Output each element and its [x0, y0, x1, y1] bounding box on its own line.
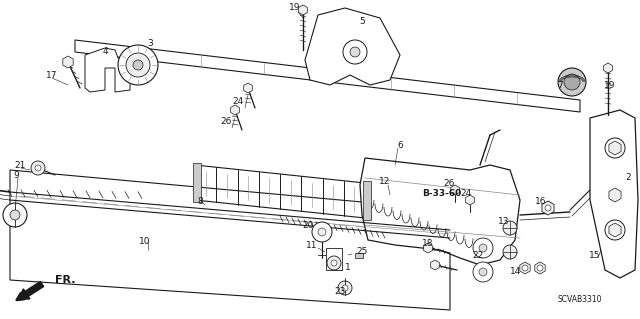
Text: 4: 4 [102, 48, 108, 56]
Circle shape [327, 256, 341, 270]
Circle shape [558, 68, 586, 96]
Circle shape [338, 281, 352, 295]
Circle shape [611, 144, 619, 152]
Text: 21: 21 [14, 160, 26, 169]
Text: B-33-60: B-33-60 [422, 189, 461, 197]
Polygon shape [305, 8, 400, 85]
Polygon shape [520, 262, 530, 274]
Polygon shape [360, 158, 520, 265]
Circle shape [479, 244, 487, 252]
Circle shape [342, 285, 348, 291]
Text: 14: 14 [510, 268, 522, 277]
Text: 26: 26 [444, 180, 454, 189]
Polygon shape [542, 201, 554, 215]
Circle shape [10, 210, 20, 220]
Text: FR.: FR. [55, 275, 76, 285]
Text: 23: 23 [334, 287, 346, 296]
Polygon shape [466, 195, 474, 205]
Text: 24: 24 [232, 98, 244, 107]
Circle shape [350, 47, 360, 57]
Bar [355, 253, 363, 258]
Polygon shape [85, 48, 130, 92]
Circle shape [545, 205, 551, 211]
Text: 1: 1 [345, 263, 351, 272]
Text: 13: 13 [499, 218, 509, 226]
Circle shape [35, 165, 41, 171]
Text: 11: 11 [307, 241, 317, 249]
Polygon shape [609, 223, 621, 237]
Polygon shape [535, 262, 545, 274]
Circle shape [118, 45, 158, 85]
Text: 17: 17 [46, 70, 58, 79]
Text: 15: 15 [589, 250, 601, 259]
Circle shape [537, 265, 543, 271]
Text: 25: 25 [356, 248, 368, 256]
Polygon shape [230, 105, 239, 115]
Text: 19: 19 [604, 80, 616, 90]
Circle shape [611, 226, 619, 234]
Circle shape [31, 161, 45, 175]
Circle shape [503, 221, 517, 235]
Text: 3: 3 [147, 40, 153, 48]
Text: 16: 16 [535, 197, 547, 206]
Text: 6: 6 [397, 140, 403, 150]
Bar [363, 181, 371, 220]
Circle shape [133, 60, 143, 70]
Polygon shape [609, 141, 621, 155]
Circle shape [605, 138, 625, 158]
Text: 10: 10 [140, 238, 151, 247]
Polygon shape [609, 188, 621, 202]
Circle shape [479, 268, 487, 276]
Text: 12: 12 [380, 177, 390, 187]
Circle shape [473, 262, 493, 282]
Text: 24: 24 [460, 189, 472, 198]
Text: 7: 7 [557, 80, 563, 90]
Bar [326, 248, 342, 270]
Circle shape [503, 245, 517, 259]
Polygon shape [244, 83, 252, 93]
Polygon shape [75, 40, 580, 112]
Circle shape [312, 222, 332, 242]
Polygon shape [431, 260, 439, 270]
Text: 2: 2 [625, 174, 631, 182]
Polygon shape [10, 170, 450, 310]
Circle shape [605, 220, 625, 240]
Circle shape [331, 260, 337, 266]
Polygon shape [451, 185, 460, 195]
Text: 18: 18 [422, 240, 434, 249]
Circle shape [126, 53, 150, 77]
Text: 22: 22 [472, 251, 484, 261]
Circle shape [3, 203, 27, 227]
Bar [193, 163, 201, 202]
Circle shape [564, 74, 580, 90]
Polygon shape [590, 110, 638, 278]
Text: 5: 5 [359, 18, 365, 26]
Circle shape [343, 40, 367, 64]
Polygon shape [424, 243, 433, 253]
Polygon shape [63, 56, 73, 68]
Text: 26: 26 [220, 117, 232, 127]
Text: 8: 8 [197, 197, 203, 206]
Text: SCVAB3310: SCVAB3310 [558, 295, 602, 305]
Text: 19: 19 [289, 4, 301, 12]
Polygon shape [604, 63, 612, 73]
Circle shape [318, 228, 326, 236]
Circle shape [473, 238, 493, 258]
Circle shape [522, 265, 528, 271]
Text: 9: 9 [13, 170, 19, 180]
Text: 20: 20 [302, 221, 314, 231]
FancyArrow shape [18, 281, 44, 299]
Polygon shape [299, 5, 307, 15]
